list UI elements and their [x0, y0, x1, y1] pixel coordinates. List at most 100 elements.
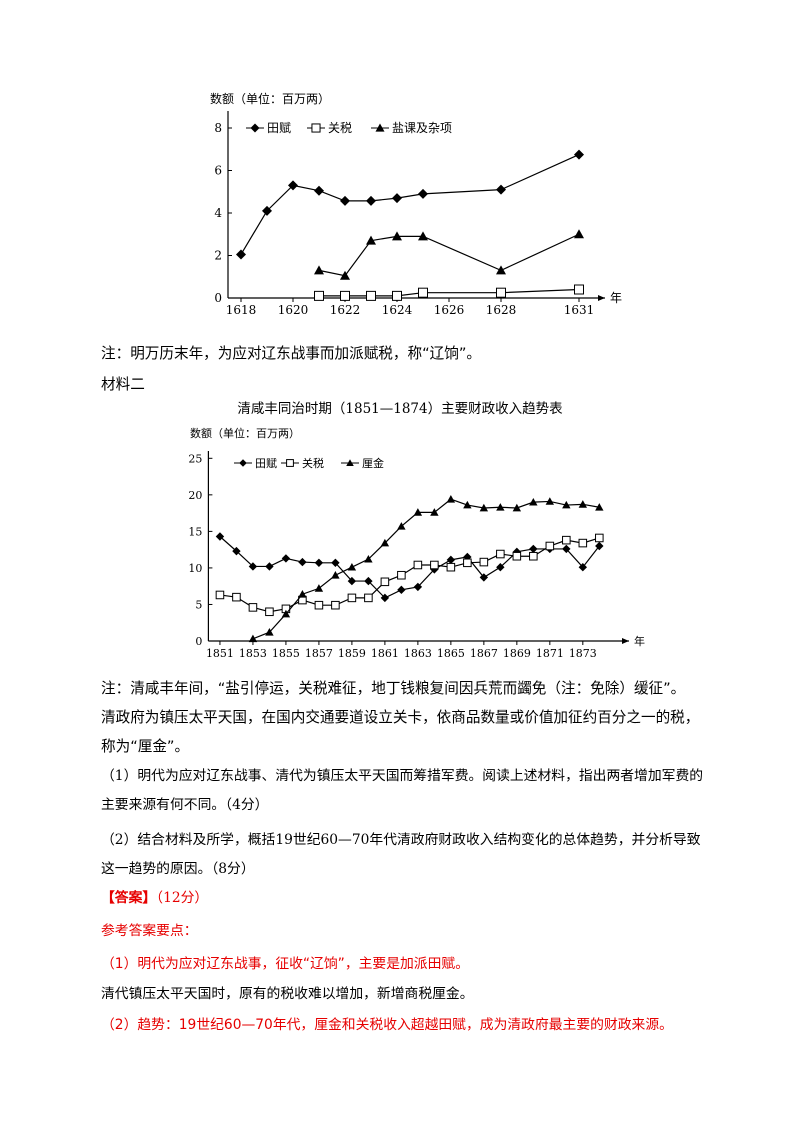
x-tick-label: 1871: [536, 647, 564, 660]
question: （2）结合材料及所学，概括19世纪60—70年代清政府财政收入结构变化的总体趋势…: [101, 832, 701, 877]
marker: [418, 188, 428, 199]
x-tick-label: 1863: [404, 647, 432, 660]
marker: [262, 205, 272, 216]
marker: [248, 634, 258, 643]
x-tick-label: 1622: [330, 303, 361, 317]
legend-label: 关税: [328, 121, 352, 135]
marker: [578, 500, 588, 508]
marker: [392, 193, 402, 204]
marker: [347, 576, 357, 586]
marker: [250, 123, 260, 133]
marker: [215, 532, 225, 541]
marker: [418, 287, 428, 298]
marker: [479, 573, 489, 582]
marker: [281, 609, 291, 618]
x-tick-label: 1865: [437, 647, 465, 660]
x-tick-label: 1851: [206, 647, 234, 660]
marker: [314, 265, 324, 275]
marker: [331, 571, 340, 579]
marker: [430, 560, 439, 570]
y-tick-label: 0: [214, 291, 222, 305]
paragraph: 清政府为镇压太平天国，在国内交通要道设立关卡，依商品数量或价值加征约百分之一的税…: [101, 709, 700, 755]
marker: [366, 290, 376, 301]
marker: [446, 495, 456, 503]
marker: [314, 185, 324, 196]
series-line: [318, 233, 580, 277]
marker: [562, 544, 571, 554]
marker: [446, 562, 456, 572]
marker: [413, 560, 423, 570]
marker: [265, 628, 274, 636]
marker: [595, 503, 604, 511]
marker: [595, 533, 604, 543]
marker: [248, 603, 258, 612]
marker: [331, 600, 340, 610]
x-tick-label: 1624: [382, 303, 413, 317]
x-tick-label: 1853: [239, 647, 267, 660]
marker: [446, 555, 456, 565]
marker: [463, 558, 472, 568]
y-axis-label: 数额（单位：百万两）: [210, 91, 330, 106]
marker: [232, 592, 241, 602]
x-tick-label: 1620: [278, 303, 309, 317]
marker: [496, 549, 505, 559]
y-axis-label: 数额（单位：百万两）: [190, 426, 300, 440]
legend-label: 田赋: [267, 121, 291, 135]
marker: [479, 503, 489, 512]
marker: [366, 195, 376, 206]
marker: [340, 195, 350, 206]
answer: （1）明代为应对辽东战事，征收“辽饷”，主要是加派田赋。: [101, 956, 469, 972]
marker: [529, 497, 538, 506]
x-axis-unit: 年: [634, 634, 645, 648]
x-tick-label: 1867: [470, 647, 498, 660]
x-tick-label: 1855: [272, 647, 300, 660]
legend-label: 田赋: [255, 457, 277, 470]
y-tick-label: 0: [195, 635, 202, 648]
y-tick-label: 4: [214, 206, 222, 220]
x-axis-arrow: [598, 295, 605, 301]
x-tick-label: 1857: [305, 647, 333, 660]
marker: [578, 538, 588, 548]
series-line: [240, 154, 580, 255]
legend-label: 盐课及杂项: [392, 121, 452, 135]
marker: [288, 180, 298, 191]
x-tick-label: 1618: [226, 303, 257, 317]
marker: [331, 558, 340, 568]
marker: [496, 287, 506, 298]
series-line: [252, 498, 600, 640]
marker: [562, 500, 571, 509]
answer: 清代镇压太平天国时，原有的税收难以增加，新增商税厘金。: [101, 986, 474, 1002]
marker: [364, 593, 373, 603]
marker: [545, 497, 555, 505]
marker: [413, 508, 423, 516]
marker: [574, 229, 584, 239]
series-line: [319, 288, 580, 297]
x-tick-label: 1626: [434, 303, 465, 317]
marker: [281, 554, 291, 563]
legend-label: 厘金: [362, 456, 384, 470]
marker: [364, 554, 373, 563]
y-tick-label: 25: [188, 452, 202, 465]
charts: 数额（单位：百万两） 年 0 2 4 6 8 1618 1620 1622 1624 1626 1628…: [188, 91, 645, 660]
marker: [314, 584, 324, 592]
marker: [418, 231, 428, 241]
marker: [562, 535, 571, 545]
legend-label: 关税: [302, 456, 324, 470]
marker: [380, 577, 390, 587]
marker: [366, 235, 376, 245]
marker: [595, 541, 604, 551]
marker: [286, 459, 294, 467]
marker: [236, 249, 246, 260]
ref-heading: 参考答案要点：: [101, 923, 198, 939]
marker: [397, 585, 406, 595]
marker: [340, 270, 350, 280]
y-tick-label: 8: [214, 121, 222, 135]
y-tick-label: 20: [188, 489, 202, 502]
marker: [375, 123, 385, 132]
marker: [347, 562, 357, 571]
marker: [380, 593, 390, 603]
x-tick-label: 1628: [486, 303, 517, 317]
question: （1）明代为应对辽东战事、清代为镇压太平天国而筹措军费。阅读上述材料，指出两者增…: [101, 768, 704, 813]
y-tick-label: 5: [195, 598, 202, 611]
